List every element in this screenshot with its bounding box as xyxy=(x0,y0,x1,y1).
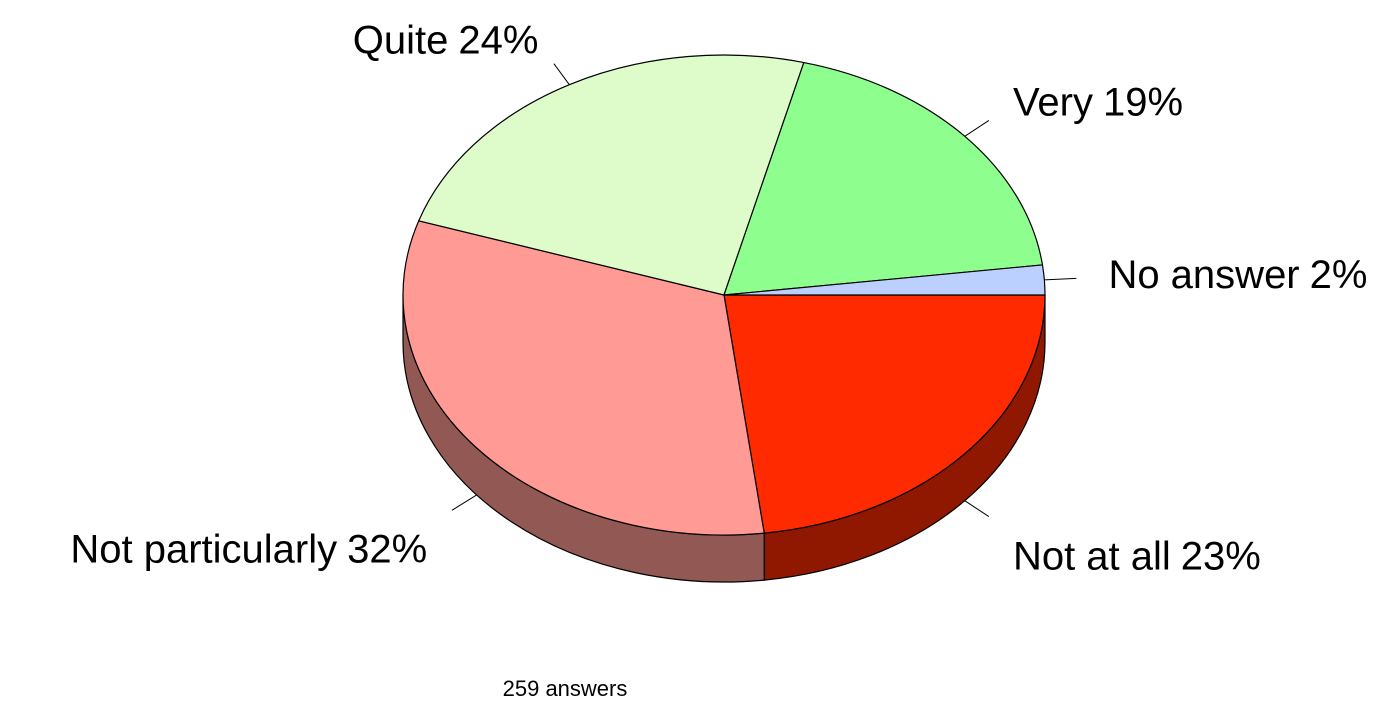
leader-line xyxy=(964,119,990,137)
slice-label: Very 19% xyxy=(1013,80,1183,124)
leader-line xyxy=(964,500,990,518)
slice-label: Not at all 23% xyxy=(1013,534,1261,578)
pie-slice xyxy=(402,220,765,536)
annotation: 259 answers xyxy=(503,676,628,701)
slice-category: Not at all xyxy=(1013,534,1171,578)
slice-label: Quite 24% xyxy=(353,18,539,62)
slice-category: Not particularly xyxy=(70,527,337,571)
slice-category: No answer xyxy=(1108,252,1299,296)
leader-line xyxy=(1044,277,1077,281)
slice-label: Not particularly 32% xyxy=(70,527,427,571)
slice-value-label: 23% xyxy=(1181,534,1261,578)
slice-value-label: 32% xyxy=(347,527,427,571)
slice-category: Very xyxy=(1013,80,1093,124)
pie-tops xyxy=(402,54,1046,536)
leader-line xyxy=(553,63,570,85)
pie-slice xyxy=(417,54,805,296)
slice-category: Quite xyxy=(353,18,449,62)
slice-value-label: 19% xyxy=(1103,80,1183,124)
leader-line xyxy=(451,494,477,511)
slice-value-label: 2% xyxy=(1310,252,1368,296)
slice-value-label: 24% xyxy=(458,18,538,62)
pie-slice xyxy=(723,294,1046,534)
slice-label: No answer 2% xyxy=(1108,252,1367,296)
